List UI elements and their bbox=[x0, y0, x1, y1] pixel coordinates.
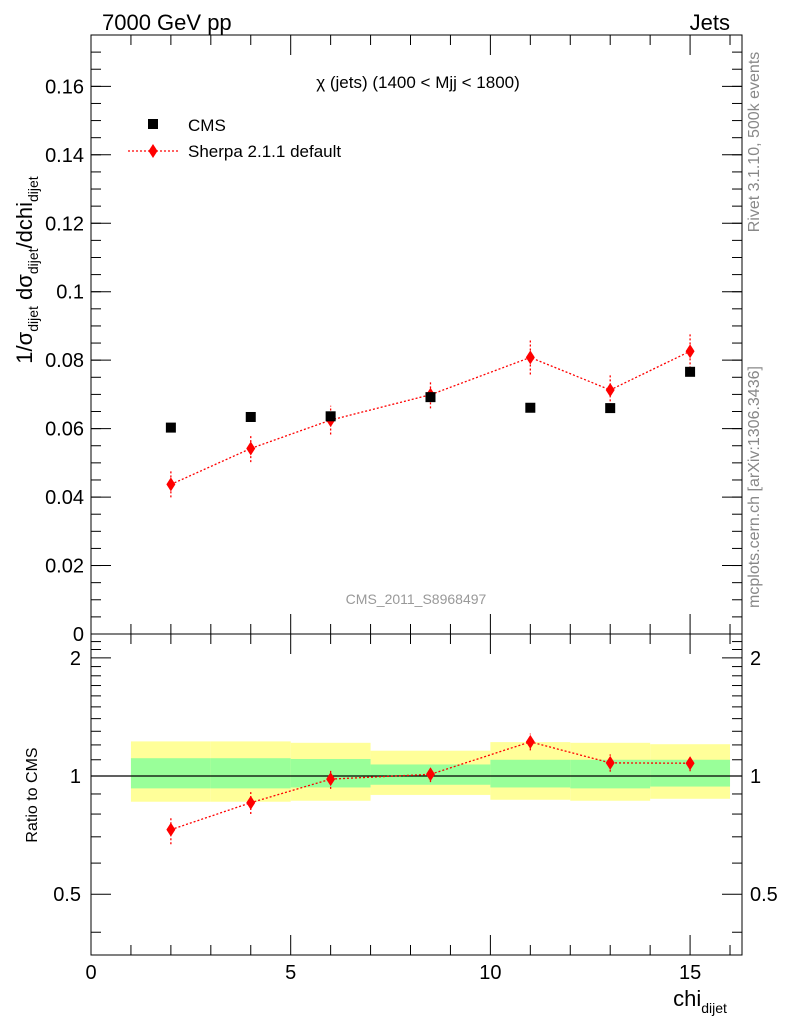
ratio-y-tick-label: 1 bbox=[70, 766, 81, 788]
y-axis-label: 1/σdijet dσdijet/dchidijet bbox=[12, 176, 41, 364]
x-tick-label: 10 bbox=[479, 962, 501, 984]
cms-point bbox=[605, 403, 616, 414]
ratio-point bbox=[166, 822, 176, 837]
cms-point bbox=[325, 411, 336, 422]
y-tick-label: 0.06 bbox=[45, 419, 84, 441]
sherpa-point bbox=[605, 382, 615, 397]
y-tick-label: 0.04 bbox=[45, 487, 84, 509]
legend-sherpa-marker bbox=[148, 144, 158, 158]
x-axis-label: chidijet bbox=[673, 986, 727, 1016]
ratio-plot: 0.5 0.5 1 1 2 2 0 5 10 15 Ratio to CMS chidijet bbox=[24, 633, 778, 1016]
ratio-frame bbox=[90, 633, 743, 956]
legend-sherpa-label: Sherpa 2.1.1 default bbox=[188, 142, 341, 161]
ratio-y-tick-label-right: 0.5 bbox=[750, 884, 778, 906]
x-tick-label: 5 bbox=[285, 962, 296, 984]
sherpa-point bbox=[246, 441, 256, 456]
x-tick-label: 0 bbox=[85, 962, 96, 984]
ratio-point bbox=[605, 755, 615, 770]
ratio-y-axis-label: Ratio to CMS bbox=[24, 747, 41, 842]
sherpa-point bbox=[525, 350, 535, 365]
ratio-y-tick-label: 2 bbox=[70, 648, 81, 670]
y-tick-label: 0.14 bbox=[45, 145, 84, 167]
uncertainty-band-inner bbox=[490, 759, 571, 788]
cms-point bbox=[685, 366, 696, 377]
x-tick-label: 15 bbox=[679, 962, 701, 984]
cms-point bbox=[425, 392, 436, 403]
ratio-point bbox=[425, 767, 435, 782]
ratio-y-tick-label-right: 2 bbox=[750, 648, 761, 670]
uncertainty-band-inner bbox=[130, 758, 211, 789]
ratio-point bbox=[685, 756, 695, 771]
ratio-y-tick-label: 0.5 bbox=[53, 884, 81, 906]
uncertainty-band-inner bbox=[210, 758, 291, 789]
chart-title: χ (jets) (1400 < Mjj < 1800) bbox=[316, 73, 520, 92]
ratio-point bbox=[525, 734, 535, 749]
analysis-watermark: CMS_2011_S8968497 bbox=[346, 591, 487, 607]
cms-point bbox=[525, 402, 536, 413]
ratio-point bbox=[326, 772, 336, 787]
cms-point bbox=[245, 411, 256, 422]
sherpa-point bbox=[685, 344, 695, 359]
y-tick-label: 0.1 bbox=[56, 282, 84, 304]
y-tick-label: 0.16 bbox=[45, 76, 84, 98]
mcplots-label: mcplots.cern.ch [arXiv:1306.3436] bbox=[746, 366, 763, 608]
legend-cms-marker bbox=[148, 119, 158, 129]
y-tick-label: 0.12 bbox=[45, 213, 84, 235]
header-left: 7000 GeV pp bbox=[102, 10, 232, 35]
y-tick-label: 0 bbox=[73, 624, 84, 646]
main-plot: χ (jets) (1400 < Mjj < 1800) CMS_2011_S89… bbox=[12, 34, 743, 646]
cms-point bbox=[165, 422, 176, 433]
ratio-point bbox=[246, 795, 256, 810]
rivet-version-label: Rivet 3.1.10, 500k events bbox=[746, 51, 763, 233]
y-tick-label: 0.08 bbox=[45, 350, 84, 372]
sherpa-point bbox=[166, 477, 176, 492]
legend-cms-label: CMS bbox=[188, 116, 226, 135]
y-tick-label: 0.02 bbox=[45, 556, 84, 578]
ratio-y-tick-label-right: 1 bbox=[750, 766, 761, 788]
header-right: Jets bbox=[690, 10, 730, 35]
